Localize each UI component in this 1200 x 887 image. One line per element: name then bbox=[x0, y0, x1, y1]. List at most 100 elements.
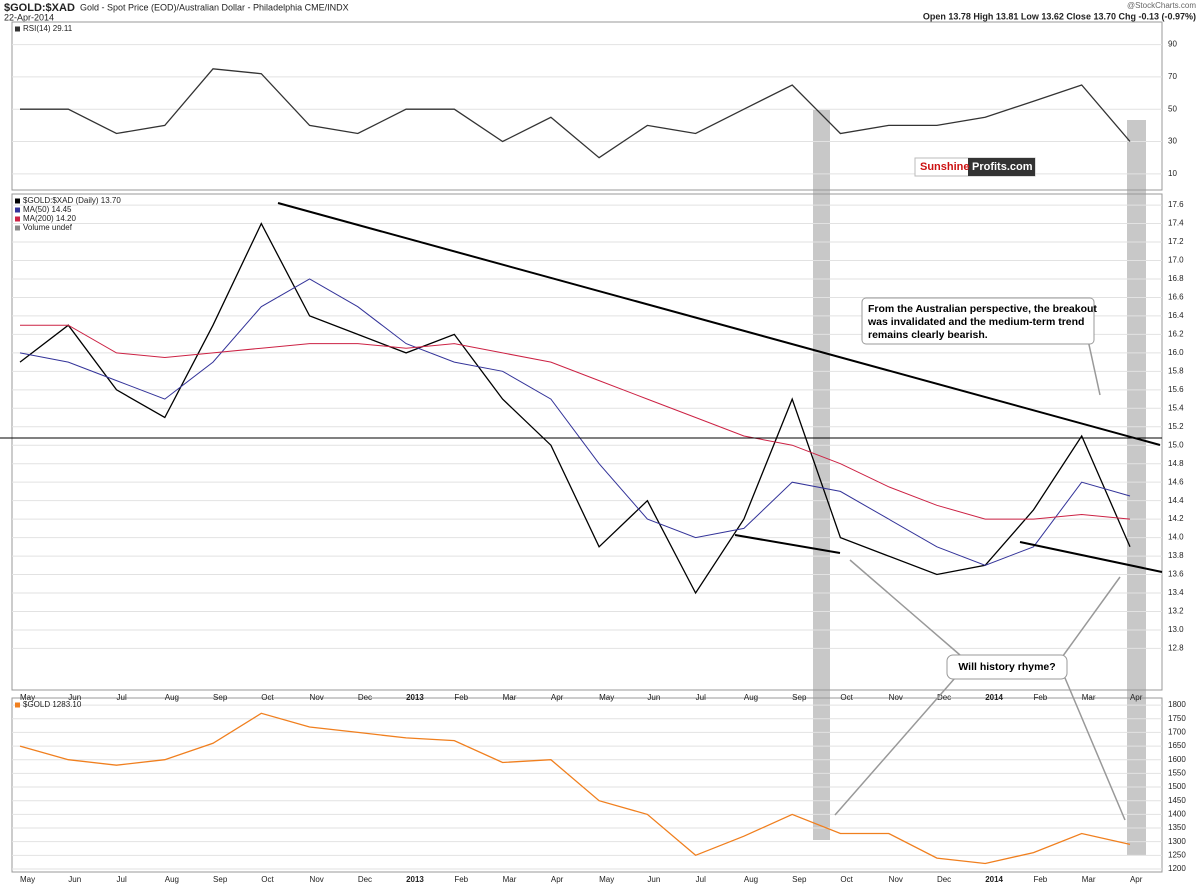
legend-label: $GOLD 1283.10 bbox=[23, 700, 82, 709]
legend-swatch bbox=[15, 225, 20, 231]
x-tick-label: Oct bbox=[261, 875, 274, 884]
x-tick-label: Jun bbox=[647, 693, 660, 702]
y-tick-label: 16.4 bbox=[1168, 311, 1184, 320]
y-tick-label: 15.0 bbox=[1168, 440, 1184, 449]
y-tick-label: 1550 bbox=[1168, 769, 1186, 778]
y-tick-label: 14.2 bbox=[1168, 514, 1184, 523]
legend-swatch bbox=[15, 216, 20, 222]
source: @StockCharts.com bbox=[1127, 1, 1196, 10]
x-tick-label: Nov bbox=[310, 875, 324, 884]
x-tick-label: May bbox=[599, 693, 614, 702]
y-tick-label: 10 bbox=[1168, 169, 1177, 178]
x-tick-label: Nov bbox=[889, 693, 903, 702]
y-tick-label: 17.6 bbox=[1168, 200, 1184, 209]
x-tick-label: Aug bbox=[744, 693, 758, 702]
x-tick-label: Jul bbox=[117, 693, 127, 702]
rsi-frame bbox=[11, 21, 1163, 191]
x-tick-label: Sep bbox=[792, 875, 807, 884]
y-tick-label: 15.2 bbox=[1168, 422, 1184, 431]
x-tick-label: Feb bbox=[1033, 693, 1047, 702]
y-tick-label: 13.4 bbox=[1168, 588, 1184, 597]
y-tick-label: 1350 bbox=[1168, 823, 1186, 832]
legend-label: MA(200) 14.20 bbox=[23, 214, 76, 223]
y-tick-label: 13.2 bbox=[1168, 607, 1184, 616]
x-tick-label: May bbox=[599, 875, 614, 884]
y-tick-label: 1500 bbox=[1168, 782, 1186, 791]
y-tick-label: 14.4 bbox=[1168, 496, 1184, 505]
y-tick-label: 1700 bbox=[1168, 728, 1186, 737]
y-tick-label: 1300 bbox=[1168, 837, 1186, 846]
y-tick-label: 15.8 bbox=[1168, 366, 1184, 375]
y-tick-label: 15.4 bbox=[1168, 403, 1184, 412]
y-tick-label: 17.0 bbox=[1168, 256, 1184, 265]
x-tick-label: May bbox=[20, 693, 35, 702]
x-tick-label: Dec bbox=[937, 693, 951, 702]
logo-left: Sunshine bbox=[920, 161, 970, 173]
x-tick-label: Jun bbox=[68, 693, 81, 702]
y-tick-label: 70 bbox=[1168, 72, 1177, 81]
price-frame bbox=[11, 193, 1163, 691]
x-tick-label: Apr bbox=[1130, 693, 1143, 702]
x-tick-label: Aug bbox=[744, 875, 758, 884]
y-tick-label: 1250 bbox=[1168, 850, 1186, 859]
description: Gold - Spot Price (EOD)/Australian Dolla… bbox=[80, 2, 349, 12]
x-tick-label: Feb bbox=[1033, 875, 1047, 884]
y-tick-label: 16.8 bbox=[1168, 274, 1184, 283]
date: 22-Apr-2014 bbox=[4, 12, 54, 22]
y-tick-label: 1450 bbox=[1168, 796, 1186, 805]
x-tick-label: Aug bbox=[165, 693, 179, 702]
note-line: From the Australian perspective, the bre… bbox=[868, 303, 1097, 315]
legend-label: Volume undef bbox=[23, 223, 73, 232]
y-tick-label: 13.6 bbox=[1168, 570, 1184, 579]
x-tick-label: Mar bbox=[503, 875, 517, 884]
x-tick-label: Jul bbox=[696, 875, 706, 884]
y-tick-label: 16.2 bbox=[1168, 330, 1184, 339]
x-tick-label: Feb bbox=[454, 693, 468, 702]
trend-line bbox=[1019, 541, 1163, 573]
x-tick-label: Dec bbox=[358, 875, 372, 884]
y-tick-label: 15.6 bbox=[1168, 385, 1184, 394]
legend-swatch bbox=[15, 702, 20, 708]
question: Will history rhyme? bbox=[958, 661, 1055, 673]
x-tick-label: 2014 bbox=[985, 875, 1003, 884]
y-tick-label: 1200 bbox=[1168, 864, 1186, 873]
x-tick-label: Jul bbox=[117, 875, 127, 884]
legend-label: MA(50) 14.45 bbox=[23, 205, 72, 214]
y-tick-label: 1800 bbox=[1168, 700, 1186, 709]
x-tick-label: Sep bbox=[213, 875, 228, 884]
y-tick-label: 16.6 bbox=[1168, 293, 1184, 302]
x-tick-label: Sep bbox=[213, 693, 228, 702]
x-tick-label: Apr bbox=[551, 875, 564, 884]
note-box bbox=[861, 297, 1095, 345]
note-line: was invalidated and the medium-term tren… bbox=[867, 316, 1084, 328]
series-line bbox=[20, 68, 1131, 159]
x-tick-label: Dec bbox=[937, 875, 951, 884]
symbol: $GOLD:$XAD bbox=[4, 2, 75, 14]
x-tick-label: Nov bbox=[889, 875, 903, 884]
series-line bbox=[20, 324, 1131, 520]
y-tick-label: 17.2 bbox=[1168, 237, 1184, 246]
x-tick-label: Aug bbox=[165, 875, 179, 884]
y-tick-label: 14.8 bbox=[1168, 459, 1184, 468]
x-tick-label: Oct bbox=[840, 693, 853, 702]
series-line bbox=[19, 712, 1131, 865]
legend-label: $GOLD:$XAD (Daily) 13.70 bbox=[23, 196, 121, 205]
x-tick-label: Oct bbox=[840, 875, 853, 884]
logo-right: Profits.com bbox=[972, 161, 1033, 173]
y-tick-label: 13.0 bbox=[1168, 625, 1184, 634]
y-tick-label: 14.6 bbox=[1168, 477, 1184, 486]
x-tick-label: Mar bbox=[503, 693, 517, 702]
y-tick-label: 13.8 bbox=[1168, 551, 1184, 560]
x-tick-label: Feb bbox=[454, 875, 468, 884]
x-tick-label: Oct bbox=[261, 693, 274, 702]
x-tick-label: 2013 bbox=[406, 693, 424, 702]
series-line bbox=[19, 222, 1131, 595]
y-tick-label: 50 bbox=[1168, 104, 1177, 113]
x-tick-label: Jun bbox=[68, 875, 81, 884]
legend-swatch bbox=[15, 207, 20, 213]
x-tick-label: Mar bbox=[1082, 693, 1096, 702]
x-tick-label: Mar bbox=[1082, 875, 1096, 884]
x-tick-label: 2013 bbox=[406, 875, 424, 884]
x-tick-label: Nov bbox=[310, 693, 324, 702]
